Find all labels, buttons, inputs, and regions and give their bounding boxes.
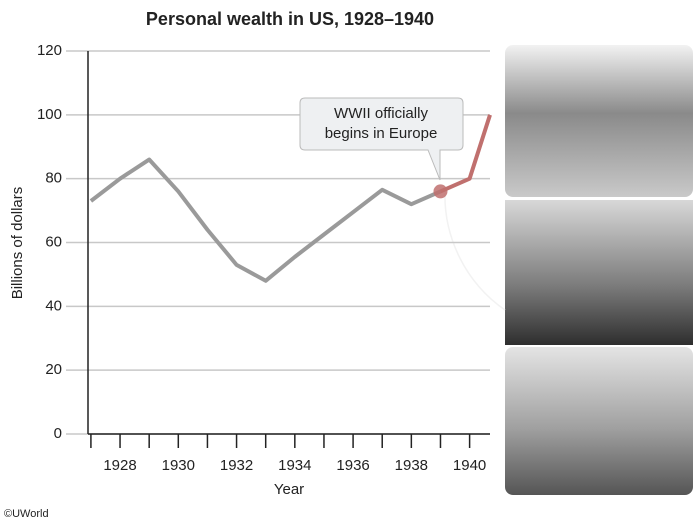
x-tick-label: 1932 [220,457,253,474]
y-tick-label: 120 [37,42,62,59]
x-tick-label: 1928 [103,457,136,474]
y-tick-label: 40 [45,297,62,314]
x-tick-label: 1940 [453,457,486,474]
y-tick-label: 100 [37,106,62,123]
annotation-text: WWII officially begins in Europe [325,105,438,142]
x-tick-label: 1938 [395,457,428,474]
highlight-point [433,184,448,199]
x-tick-label: 1936 [336,457,369,474]
credit: ©UWorld [4,508,49,520]
photo-aircraft [505,200,693,345]
x-tick-label: 1934 [278,457,311,474]
y-tick-label: 80 [45,170,62,187]
photo-warships [505,347,693,495]
data-line [89,157,442,283]
y-tick-label: 60 [45,233,62,250]
chart-title: Personal wealth in US, 1928–1940 [146,9,434,29]
magnifier-arc [444,189,506,311]
annotation-box [299,97,464,181]
y-axis-label: Billions of dollars [9,187,26,300]
data-line [439,114,492,194]
y-tick-label: 20 [45,361,62,378]
y-tick-label: 0 [54,425,62,442]
photo-artillery [505,45,693,197]
x-axis-label: Year [274,481,304,498]
x-tick-label: 1930 [162,457,195,474]
annotation: WWII officially begins in Europe [299,97,464,181]
